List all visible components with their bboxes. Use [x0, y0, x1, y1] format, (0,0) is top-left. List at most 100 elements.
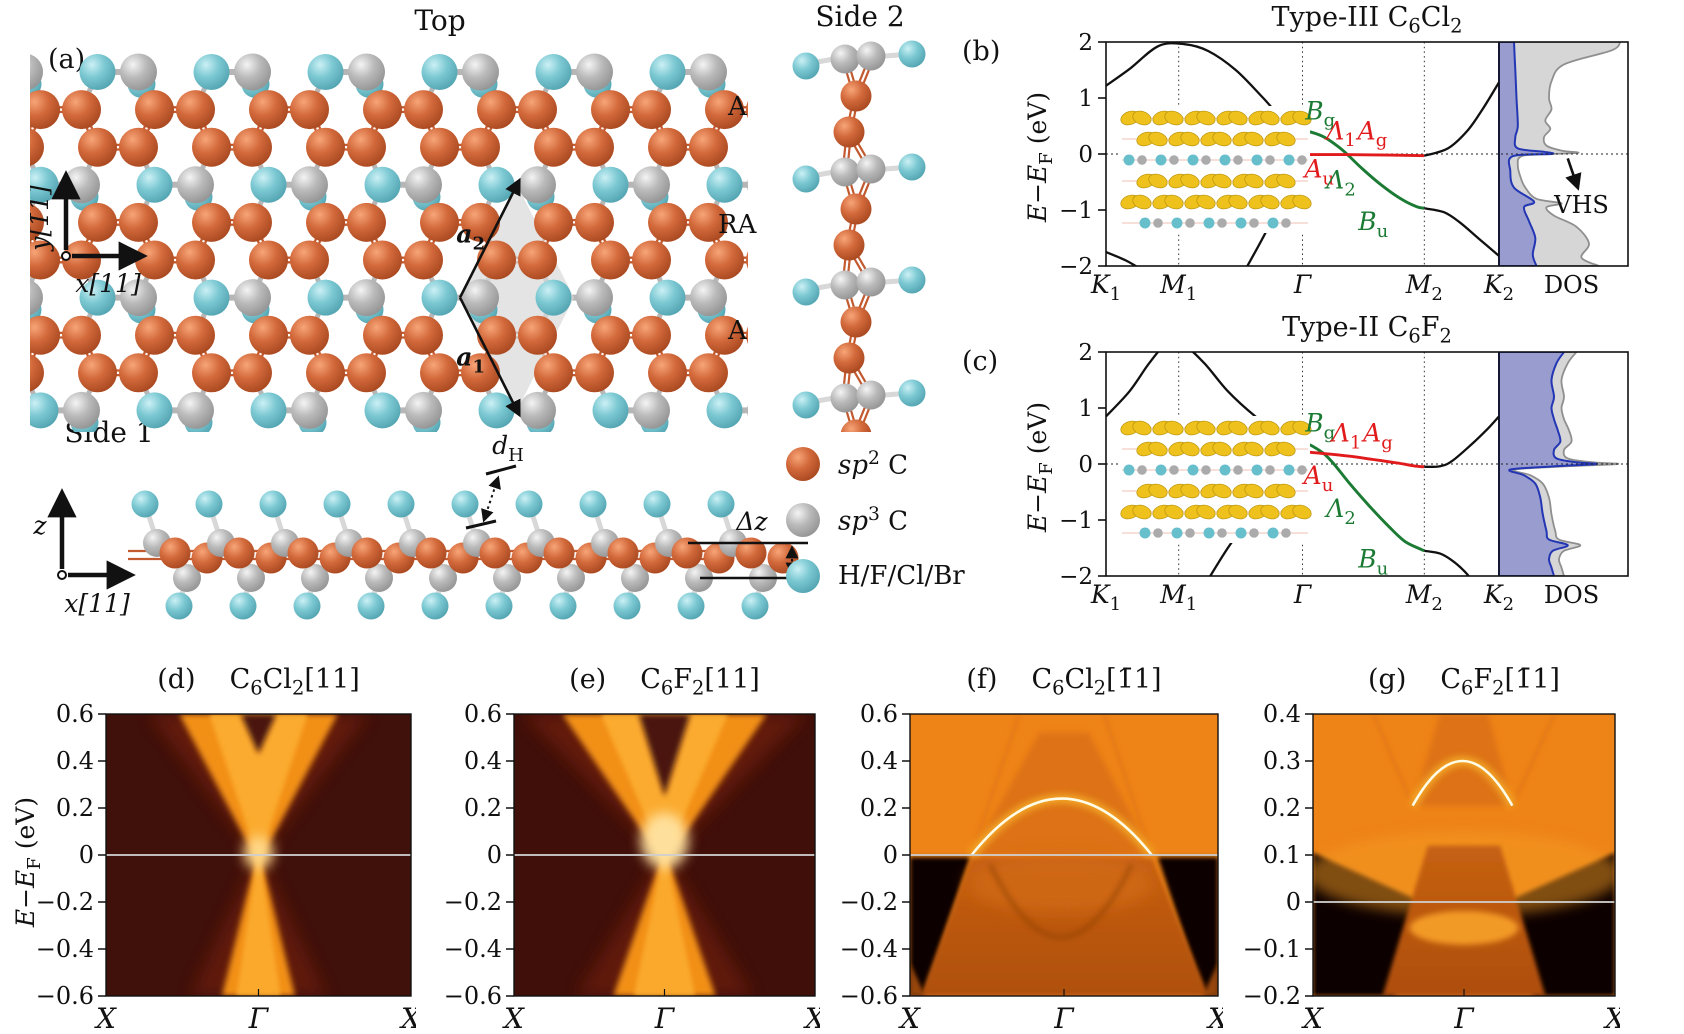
- fermi-level-line: [1313, 901, 1615, 903]
- fermi-level-line: [106, 854, 411, 856]
- surface-band-arc: [1411, 759, 1514, 807]
- svg-text:0.6: 0.6: [56, 700, 94, 728]
- svg-text:X: X: [898, 1002, 921, 1034]
- surface-band-arc: [970, 797, 1153, 856]
- svg-text:a2: a2: [456, 220, 485, 255]
- svg-text:y[1̄1]: y[1̄1]: [30, 185, 54, 252]
- band-rise-K2: [1423, 81, 1500, 157]
- svg-text:−0.4: −0.4: [840, 935, 898, 963]
- legend-item-sp2: sp2 C: [782, 436, 965, 492]
- svg-text:K1: K1: [1090, 270, 1121, 305]
- panel-f-title: C6Cl2[1̄1]: [1031, 664, 1162, 700]
- svg-text:0: 0: [1078, 452, 1093, 478]
- svg-text:−0.2: −0.2: [36, 888, 94, 916]
- svg-text:dH: dH: [492, 432, 524, 466]
- svg-text:−2: −2: [1059, 564, 1093, 590]
- stacking-label-a-top: A: [728, 92, 747, 122]
- panel-e-heatmap: 0.60.40.20−0.2−0.4−0.6XΓX: [444, 700, 820, 1034]
- svg-text:2: 2: [1078, 340, 1093, 366]
- svg-text:M2: M2: [1405, 270, 1443, 305]
- panel-g-title: C6F2[1̄1]: [1440, 664, 1560, 700]
- svg-text:0: 0: [883, 841, 898, 869]
- top-view-axes: y[1̄1] x[11]: [30, 170, 148, 298]
- svg-text:Ag: Ag: [1356, 116, 1388, 151]
- band-after-Bu: [1424, 207, 1500, 257]
- panel-f-label: (f): [966, 664, 998, 695]
- sp3-carbon-icon: [786, 503, 820, 537]
- heatmap-image: [106, 714, 411, 996]
- fermi-level-line: [910, 854, 1218, 856]
- svg-text:Bg: Bg: [1304, 96, 1335, 131]
- svg-text:X: X: [502, 1002, 525, 1034]
- legend-label-halogen: H/F/Cl/Br: [838, 561, 965, 591]
- svg-text:X: X: [399, 1002, 416, 1034]
- svg-text:0.2: 0.2: [860, 794, 898, 822]
- svg-text:DOS: DOS: [1544, 271, 1599, 299]
- svg-text:−1: −1: [1059, 198, 1093, 224]
- band-Au-L1-Ag: [1302, 450, 1425, 469]
- svg-text:−1: −1: [1059, 508, 1093, 534]
- panel-c-title: Type-II C6F2: [1282, 312, 1452, 348]
- svg-text:X: X: [1206, 1002, 1223, 1034]
- band-lower-left: [1106, 250, 1138, 266]
- panel-f-title-row: (f) C6Cl2[1̄1]: [910, 664, 1218, 699]
- svg-text:0.2: 0.2: [56, 794, 94, 822]
- svg-text:Γ: Γ: [1293, 270, 1313, 299]
- heatmap-image: [514, 714, 815, 996]
- svg-text:Λ2: Λ2: [1324, 166, 1356, 201]
- svg-text:0.6: 0.6: [860, 700, 898, 728]
- band-after-Bu: [1424, 549, 1471, 576]
- svg-text:0.6: 0.6: [464, 700, 502, 728]
- panel-e-title-row: (e) C6F2[11]: [514, 664, 815, 699]
- panel-d-title: C6Cl2[11]: [229, 664, 360, 700]
- svg-text:0: 0: [79, 841, 94, 869]
- band-Au-L1-Ag: [1302, 153, 1425, 158]
- svg-text:X: X: [803, 1002, 820, 1034]
- svg-text:−0.4: −0.4: [444, 935, 502, 963]
- svg-text:1: 1: [1078, 86, 1093, 112]
- stacking-label-ra: RA: [718, 210, 757, 240]
- svg-text:Au: Au: [1302, 155, 1334, 190]
- svg-text:−0.1: −0.1: [1243, 935, 1301, 963]
- svg-text:Γ: Γ: [1053, 1002, 1075, 1034]
- svg-text:0.2: 0.2: [464, 794, 502, 822]
- svg-text:X: X: [1301, 1002, 1324, 1034]
- svg-text:M1: M1: [1159, 580, 1197, 615]
- top-view-structure: a2 a1 y[1̄1] x[11]: [30, 53, 748, 432]
- svg-text:x[11]: x[11]: [64, 589, 130, 618]
- halogen-icon: [786, 559, 820, 593]
- panel-b-title: Type-III C6Cl2: [1271, 2, 1463, 38]
- legend-item-halogen: H/F/Cl/Br: [782, 548, 965, 604]
- svg-text:Γ: Γ: [248, 1002, 270, 1034]
- panel-g-title-row: (g) C6F2[1̄1]: [1313, 664, 1615, 699]
- svg-text:Λ1: Λ1: [1324, 116, 1356, 151]
- stacking-label-a-bottom: A: [728, 316, 747, 346]
- svg-text:K1: K1: [1090, 580, 1121, 615]
- svg-text:0.3: 0.3: [1263, 747, 1301, 775]
- svg-text:DOS: DOS: [1544, 581, 1599, 609]
- dH-annotation: dH: [465, 432, 524, 530]
- panel-b-label: (b): [962, 36, 1001, 67]
- svg-text:K2: K2: [1483, 270, 1514, 305]
- band-rise-K2: [1424, 415, 1500, 468]
- heatmap-image: [910, 714, 1218, 996]
- panel-e-title: C6F2[11]: [640, 664, 760, 700]
- svg-text:z: z: [32, 511, 47, 540]
- side1-structure: z x[11] dH Δz: [32, 432, 808, 620]
- svg-text:0: 0: [487, 841, 502, 869]
- svg-text:−2: −2: [1059, 254, 1093, 280]
- svg-text:Bu: Bu: [1357, 545, 1388, 580]
- svg-text:−0.6: −0.6: [840, 982, 898, 1010]
- svg-text:Δz: Δz: [735, 507, 768, 536]
- legend-label-sp3: sp3 C: [838, 503, 909, 537]
- svg-text:VHS: VHS: [1553, 191, 1609, 219]
- svg-text:−0.4: −0.4: [36, 935, 94, 963]
- svg-text:0.4: 0.4: [56, 747, 94, 775]
- svg-text:0.4: 0.4: [860, 747, 898, 775]
- svg-text:0.2: 0.2: [1263, 794, 1301, 822]
- panel-d-heatmap: 0.60.40.20−0.2−0.4−0.6XΓX: [36, 700, 416, 1034]
- side2-structure: [792, 40, 926, 432]
- panel-g-heatmap: 0.40.30.20.10−0.1−0.2XΓX: [1243, 700, 1620, 1034]
